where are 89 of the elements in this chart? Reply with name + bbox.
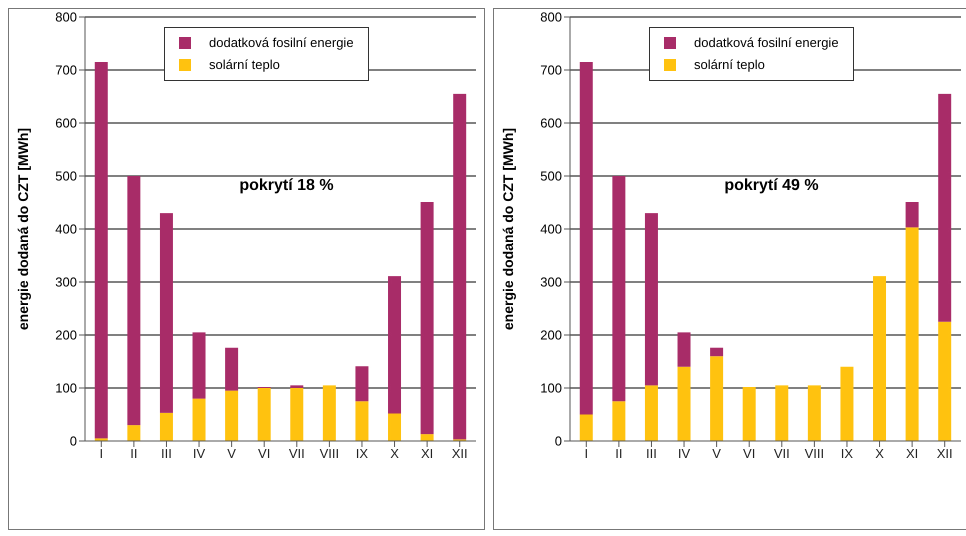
bar [580, 62, 593, 414]
bar [644, 213, 658, 386]
bar [160, 213, 173, 413]
bar [355, 401, 368, 441]
bar [290, 388, 304, 441]
y-tick-label: 200 [540, 328, 562, 343]
bar [258, 388, 271, 441]
bar [420, 434, 434, 441]
x-tick-label: XI [420, 446, 434, 462]
y-tick-label: 700 [55, 62, 77, 78]
bar [127, 176, 140, 426]
bar [742, 386, 756, 441]
bar [906, 202, 919, 228]
x-tick-label: IX [840, 446, 854, 462]
bar [355, 366, 368, 402]
bar [644, 385, 658, 441]
bar [906, 227, 919, 441]
bar [612, 401, 626, 441]
x-tick-label: III [161, 446, 172, 462]
y-tick-label: 0 [554, 434, 562, 449]
y-tick-label: 200 [55, 328, 77, 343]
bar [938, 322, 952, 441]
x-tick-label: XII [452, 446, 468, 462]
x-tick-label: VI [743, 446, 756, 462]
bar [322, 385, 336, 441]
bar [808, 385, 821, 441]
legend-label: solární teplo [209, 56, 280, 74]
y-tick-label: 800 [55, 10, 77, 25]
y-tick-label: 800 [540, 10, 562, 25]
legend-label: dodatková fosilní energie [694, 34, 839, 52]
x-tick-label: IX [356, 446, 368, 462]
bar [160, 412, 173, 441]
x-tick-label: VII [288, 446, 305, 462]
x-tick-label: X [875, 446, 884, 462]
y-tick-label: 500 [540, 168, 562, 184]
bar [453, 94, 466, 440]
y-axis-title: energie dodaná do CZT [MWh] [14, 128, 31, 330]
y-tick-label: 400 [540, 222, 562, 237]
y-tick-label: 300 [55, 274, 77, 290]
bar [678, 332, 691, 367]
y-tick-label: 100 [540, 380, 562, 396]
bar [225, 390, 238, 441]
bar [775, 385, 788, 441]
x-tick-label: IV [678, 446, 691, 462]
annotation: pokrytí 18 % [238, 177, 335, 195]
y-tick-label: 600 [55, 116, 77, 131]
x-tick-label: IV [192, 446, 206, 462]
y-axis-title: energie dodaná do CZT [MWh] [500, 128, 516, 330]
bar [388, 276, 402, 414]
x-tick-label: XII [936, 446, 953, 462]
annotation: pokrytí 49 % [723, 177, 820, 195]
bar [710, 348, 724, 356]
y-tick-label: 600 [540, 116, 562, 131]
x-tick-label: I [584, 446, 588, 462]
bar [938, 94, 952, 322]
x-tick-label: X [390, 446, 400, 462]
x-tick-label: VII [774, 446, 790, 462]
x-tick-label: V [227, 446, 236, 462]
x-tick-label: VI [258, 446, 270, 462]
x-tick-label: XI [906, 446, 918, 462]
x-tick-label: VIII [320, 446, 340, 462]
y-tick-label: 0 [70, 434, 77, 449]
bar [192, 398, 206, 441]
bar [420, 202, 434, 434]
bar [192, 332, 206, 399]
bar [580, 414, 593, 441]
legend-label: solární teplo [694, 56, 765, 74]
y-tick-label: 100 [55, 380, 77, 396]
bar [225, 348, 238, 391]
x-tick-label: V [712, 446, 722, 462]
bar [612, 176, 626, 402]
bar [290, 385, 304, 388]
y-tick-label: 500 [55, 168, 77, 184]
bar [873, 276, 886, 441]
x-tick-label: I [99, 446, 104, 462]
y-tick-label: 400 [55, 222, 77, 237]
x-tick-label: II [615, 446, 622, 462]
y-tick-label: 300 [540, 274, 562, 290]
y-tick-label: 700 [540, 62, 562, 78]
bar [710, 356, 724, 441]
legend-label: dodatková fosilní energie [209, 34, 354, 52]
x-tick-label: II [130, 446, 138, 462]
bar [94, 62, 108, 438]
bar [840, 366, 854, 441]
bar [127, 425, 140, 441]
x-tick-label: III [646, 446, 657, 462]
bar [388, 413, 402, 441]
x-tick-label: VIII [804, 446, 824, 462]
bar [678, 366, 691, 441]
